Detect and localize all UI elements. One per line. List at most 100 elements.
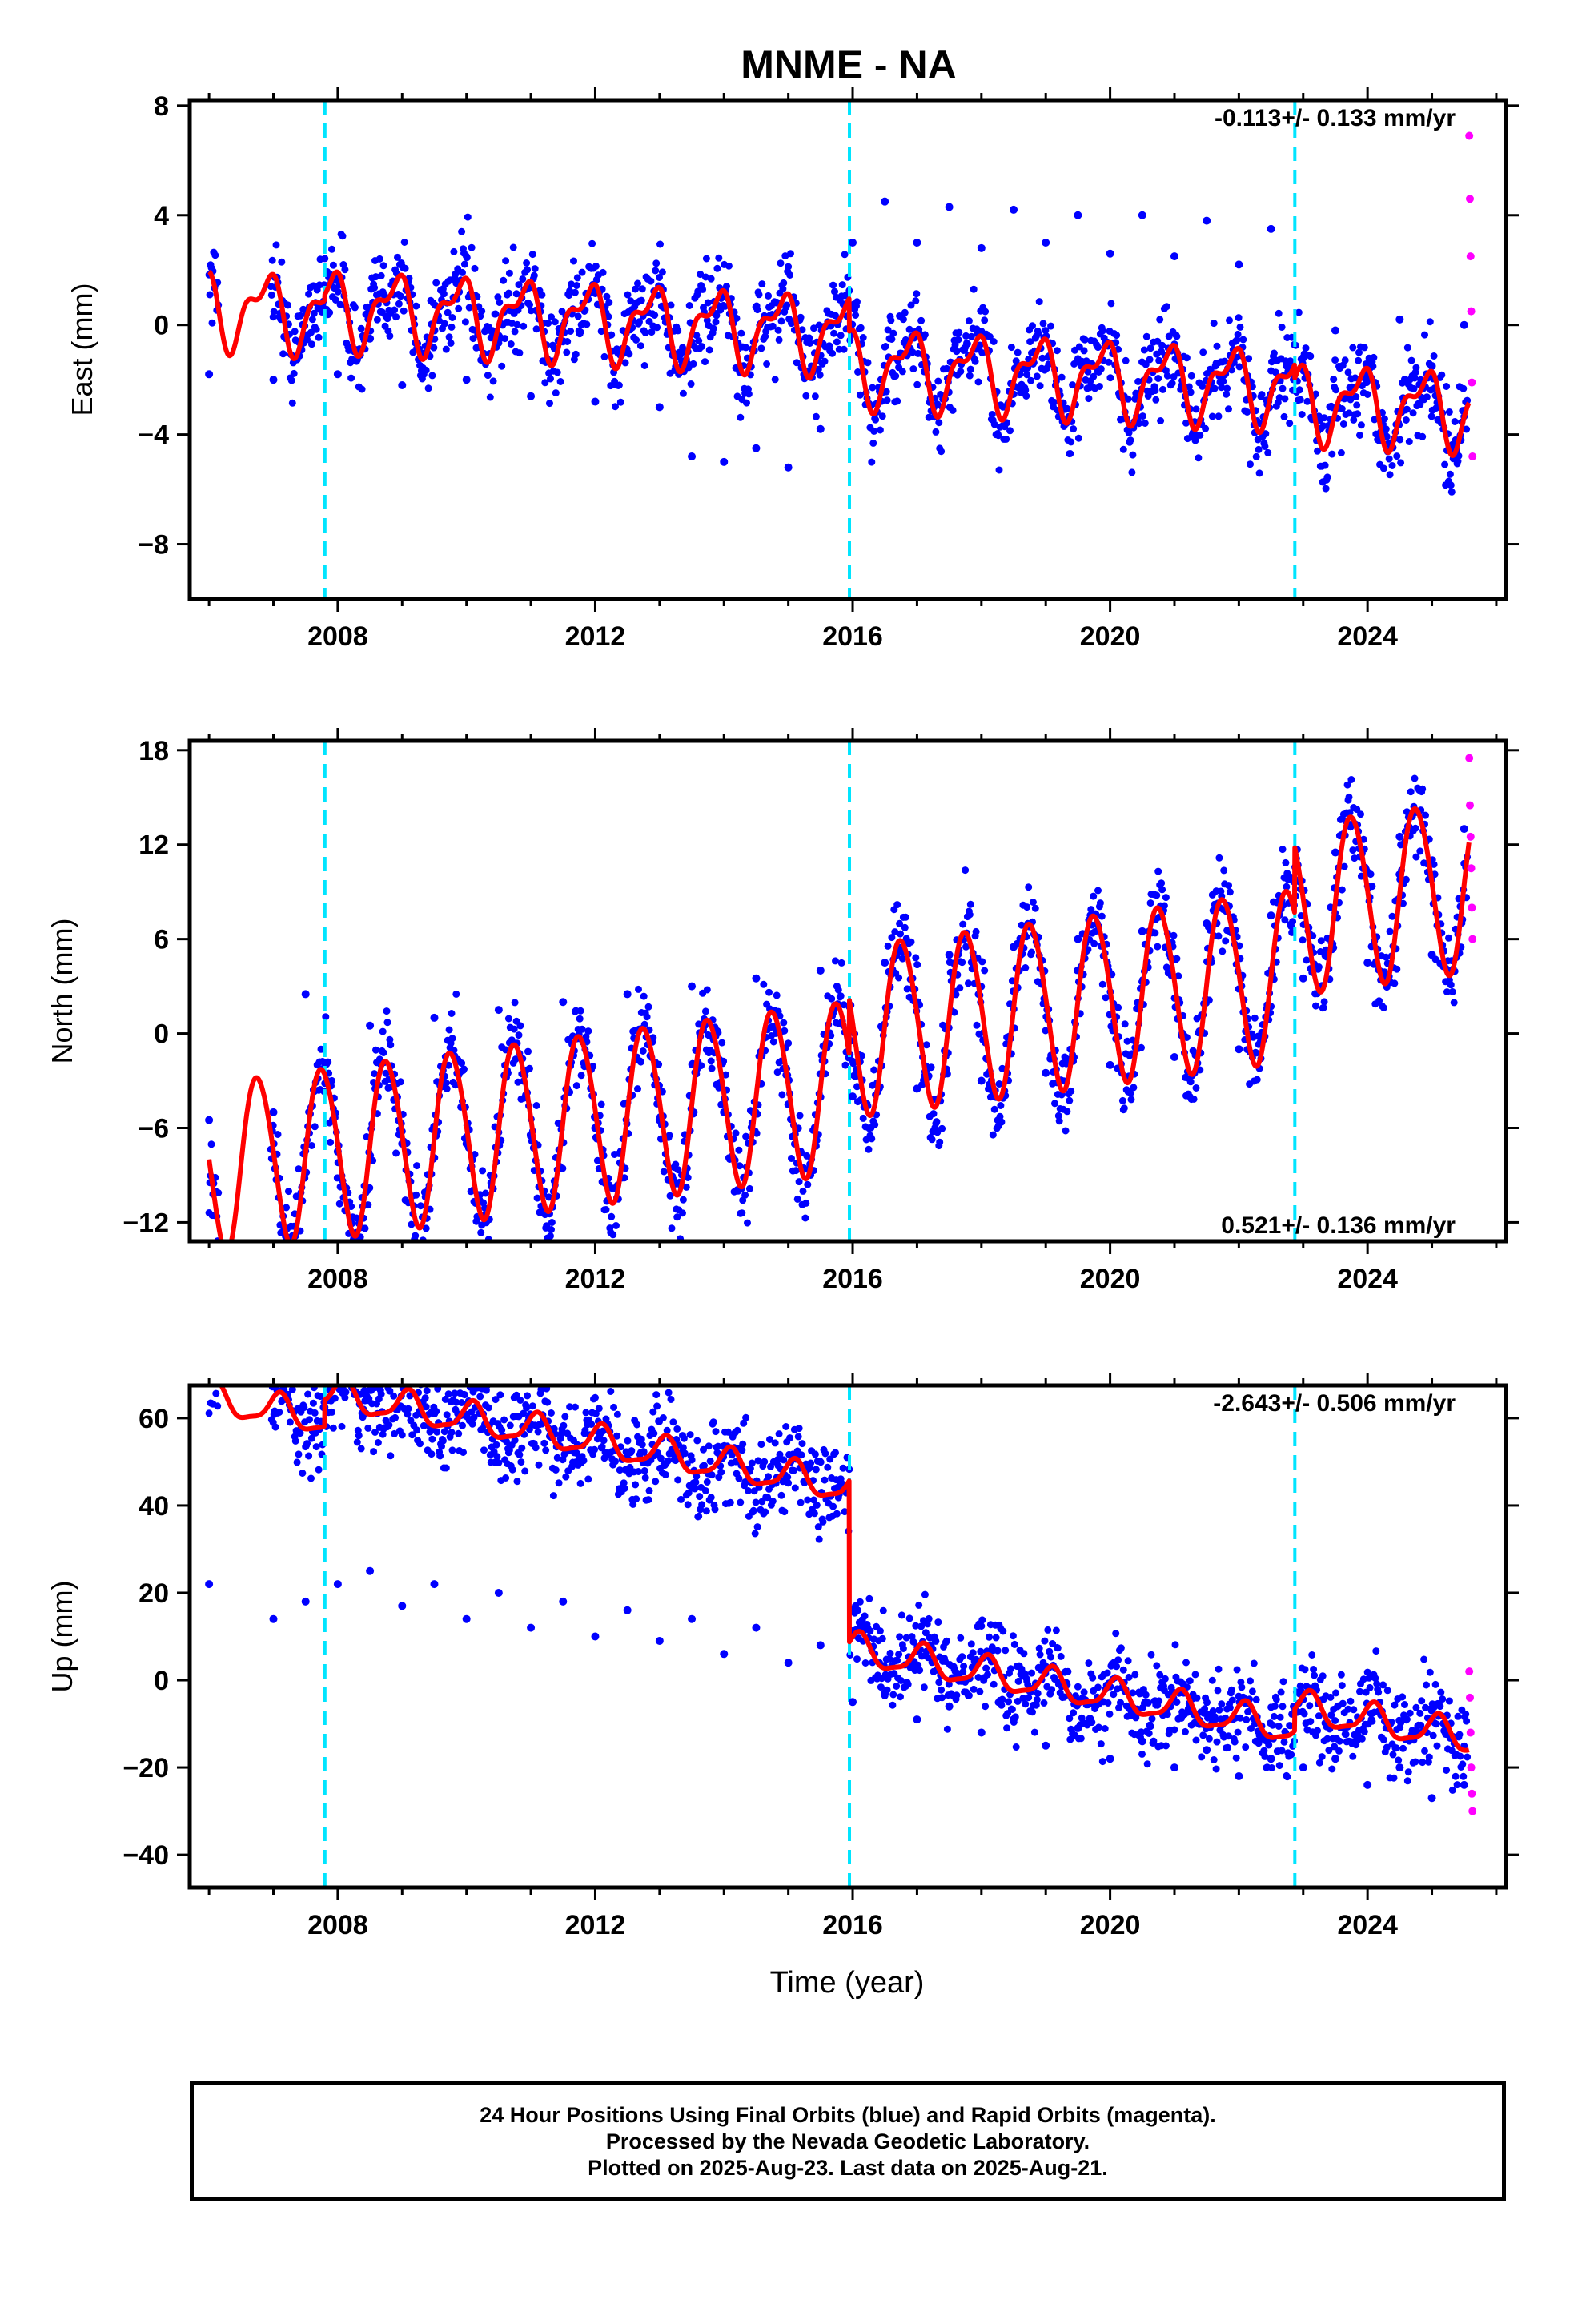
final-orbits-cloud	[205, 774, 1472, 1241]
final-orbit-point	[913, 239, 921, 247]
final-orbit-point	[591, 397, 600, 406]
caption-line-3: Plotted on 2025-Aug-23. Last data on 202…	[588, 2155, 1108, 2180]
final-orbit-point	[816, 966, 825, 975]
final-orbit-point	[1138, 1737, 1146, 1746]
chart-title: MNME - NA	[741, 42, 956, 87]
final-orbit-point	[1395, 1763, 1404, 1772]
final-orbit-point	[1106, 249, 1114, 258]
final-orbit-point	[301, 990, 310, 999]
final-orbit-point	[1267, 911, 1275, 920]
final-orbit-point	[623, 990, 632, 999]
y-tick-label: −8	[138, 530, 169, 561]
rate-label: -2.643+/- 0.506 mm/yr	[1213, 1390, 1456, 1417]
final-orbit-point	[527, 392, 536, 400]
rapid-orbit-point	[1467, 864, 1476, 873]
rapid-orbit-point	[1466, 832, 1475, 841]
final-orbits-cloud	[205, 1385, 1472, 1794]
final-orbits-dots	[205, 213, 1472, 496]
final-orbit-point	[1074, 211, 1082, 219]
final-orbit-point	[1331, 326, 1339, 335]
final-orbit-point	[269, 376, 278, 384]
final-orbits-cloud	[205, 213, 1472, 496]
y-tick-label: 18	[139, 736, 169, 766]
final-orbit-point	[1170, 1053, 1178, 1062]
final-orbit-point	[1395, 315, 1404, 324]
final-orbit-point	[366, 1566, 375, 1575]
final-orbit-point	[688, 452, 697, 460]
y-tick-label: −20	[122, 1753, 169, 1783]
final-orbit-point	[784, 463, 793, 472]
rapid-orbit-point	[1468, 1807, 1477, 1815]
rapid-orbit-point	[1468, 1789, 1476, 1798]
final-orbit-point	[623, 348, 632, 356]
model-fit-line	[207, 806, 1472, 1241]
final-orbit-point	[945, 1702, 954, 1711]
rapid-orbit-point	[1465, 131, 1474, 140]
final-orbits-dots	[205, 1385, 1472, 1794]
final-orbit-point	[655, 1636, 664, 1645]
y-tick-label: −40	[122, 1840, 169, 1871]
final-orbit-point	[462, 1614, 471, 1623]
final-orbit-point	[977, 1728, 986, 1737]
final-orbit-point	[205, 370, 214, 379]
y-tick-label: 6	[154, 925, 169, 955]
final-orbit-point	[1460, 320, 1468, 329]
final-orbit-point	[1042, 239, 1050, 247]
final-orbits-dots	[205, 774, 1472, 1241]
east-panel: 2008 2012 2016 2020 2024 −8 −4 0 4 8 East (mm) -0.1…	[66, 87, 1519, 652]
final-orbit-point	[816, 1641, 825, 1650]
final-orbit-point	[913, 1084, 921, 1093]
final-orbit-point	[494, 1006, 503, 1015]
final-orbit-point	[366, 1021, 375, 1030]
x-tick-label: 2012	[565, 1264, 626, 1294]
final-orbit-point	[1460, 1780, 1468, 1789]
final-orbit-point	[881, 197, 889, 206]
x-tick-label: 2024	[1337, 1264, 1398, 1294]
final-orbit-point	[1331, 848, 1339, 857]
y-tick-label: 60	[139, 1404, 169, 1434]
final-orbit-point	[1427, 951, 1436, 959]
final-orbit-point	[1138, 211, 1146, 219]
final-orbit-point	[1363, 1780, 1372, 1789]
caption-box: 24 Hour Positions Using Final Orbits (bl…	[190, 2081, 1506, 2201]
plot-frame	[187, 98, 1508, 601]
final-orbit-point	[1235, 1045, 1243, 1054]
final-orbit-point	[1299, 974, 1307, 983]
final-orbit-point	[1460, 825, 1468, 834]
y-tick-label: 0	[154, 1666, 169, 1696]
final-orbit-point	[1267, 1755, 1275, 1763]
final-orbit-point	[527, 1623, 536, 1632]
y-tick-label: 12	[139, 830, 169, 861]
y-tick-label: −12	[122, 1208, 169, 1238]
final-orbit-point	[623, 1606, 632, 1614]
final-orbit-point	[333, 370, 342, 379]
final-orbit-point	[655, 403, 664, 412]
rapid-orbit-point	[1468, 903, 1476, 912]
final-orbit-point	[430, 1013, 439, 1022]
final-orbit-point	[333, 1580, 342, 1589]
final-orbit-point	[1010, 943, 1018, 951]
rapid-orbit-point	[1467, 307, 1476, 316]
final-orbit-point	[1299, 353, 1307, 362]
up-panel: 2008 2012 2016 2020 2024 −40 −20 0 20 40 60 Up (mm)…	[46, 1373, 1519, 1940]
final-orbit-point	[1074, 1723, 1082, 1732]
y-tick-label: 0	[154, 1019, 169, 1050]
final-orbit-point	[1010, 1715, 1018, 1724]
final-orbit-point	[1106, 1060, 1114, 1069]
final-orbit-point	[752, 1623, 761, 1632]
model-fit-line	[207, 269, 1472, 458]
final-orbit-point	[849, 1092, 857, 1101]
final-orbit-point	[1395, 832, 1404, 841]
final-orbit-point	[1042, 1068, 1050, 1077]
rapid-orbit-point	[1465, 195, 1474, 203]
final-orbit-point	[398, 381, 407, 389]
x-tick-label: 2016	[822, 1910, 883, 1940]
y-axis-label: North (mm)	[46, 919, 78, 1064]
final-orbit-point	[494, 1588, 503, 1597]
final-orbit-point	[688, 1614, 697, 1623]
rapid-orbit-point	[1466, 1728, 1475, 1737]
x-tick-label: 2012	[565, 621, 626, 652]
rapid-orbit-point	[1468, 378, 1476, 387]
final-orbit-point	[720, 1650, 729, 1659]
